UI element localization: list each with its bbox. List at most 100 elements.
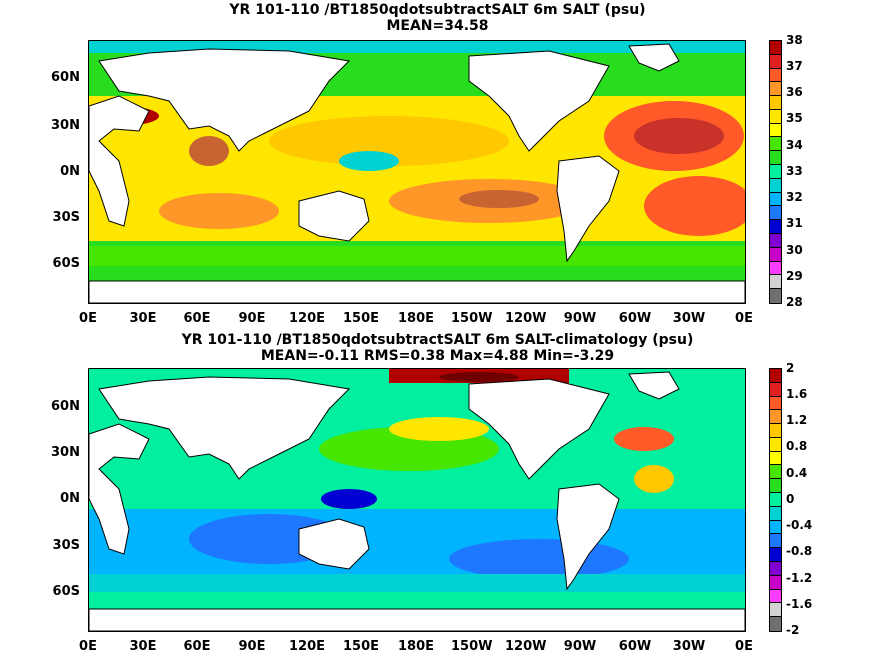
panel1-colorbar: [769, 40, 782, 304]
colorbar-swatch: [770, 123, 781, 138]
panel1-map-svg: [89, 41, 745, 303]
panel2-lon-label: 150E: [342, 639, 380, 654]
panel1-colorbar-label: 28: [786, 295, 803, 309]
panel1-lat-label: 60S: [52, 256, 80, 271]
panel2-lon-label: 60W: [618, 639, 652, 654]
panel1-lon-label: 60E: [183, 311, 211, 326]
colorbar-swatch: [770, 82, 781, 97]
colorbar-swatch: [770, 68, 781, 83]
panel2-spacific-fresh: [449, 539, 629, 579]
colorbar-swatch: [770, 506, 781, 521]
panel1-title: YR 101-110 /BT1850qdotsubtractSALT 6m SA…: [0, 2, 875, 34]
colorbar-swatch: [770, 289, 781, 303]
colorbar-swatch: [770, 41, 781, 55]
panel1-eurasia: [98, 48, 351, 152]
panel1-title-line1: YR 101-110 /BT1850qdotsubtractSALT 6m SA…: [229, 2, 646, 18]
panel2-colorbar-label: 0.8: [786, 439, 808, 453]
panel2-colorbar-label: -1.2: [786, 571, 813, 585]
panel2-lon-label: 0E: [79, 639, 97, 654]
panel2-southern-fresh: [89, 509, 745, 579]
colorbar-swatch: [770, 493, 781, 507]
colorbar-swatch: [770, 192, 781, 207]
panel2-colorbar-label: -0.4: [786, 518, 813, 532]
panel2-title-line1: YR 101-110 /BT1850qdotsubtractSALT 6m SA…: [181, 332, 694, 348]
panel2-lon-label: 120W: [505, 639, 547, 654]
panel1-australia: [298, 190, 370, 242]
colorbar-swatch: [770, 424, 781, 438]
panel1-lon-label: 120W: [505, 311, 547, 326]
panel1-southern-band: [89, 246, 745, 266]
panel1-lon-label: 30E: [129, 311, 157, 326]
panel2-colorbar-label: 0.4: [786, 466, 808, 480]
panel2-north-america: [468, 378, 610, 480]
colorbar-swatch: [770, 233, 781, 248]
colorbar-swatch: [770, 54, 781, 69]
colorbar-swatch: [770, 261, 781, 276]
panel1-colorbar-label: 37: [786, 59, 803, 73]
panel1-lon-label: 120E: [288, 311, 326, 326]
panel2-lon-label: 0E: [735, 639, 753, 654]
panel2-lat-label: 60N: [51, 399, 80, 414]
colorbar-swatch: [770, 575, 781, 590]
panel2-title: YR 101-110 /BT1850qdotsubtractSALT 6m SA…: [0, 332, 875, 364]
colorbar-swatch: [770, 369, 781, 383]
panel2-caribbean-positive: [634, 465, 674, 493]
panel2-salinity-anomaly-map: [88, 368, 746, 632]
panel1-south-america: [556, 155, 620, 263]
panel1-indian-high: [159, 193, 279, 229]
colorbar-swatch: [770, 548, 781, 562]
panel2-arctic-core: [439, 372, 519, 382]
panel1-colorbar-label: 36: [786, 85, 803, 99]
panel2-colorbar-label: -0.8: [786, 544, 813, 558]
colorbar-swatch: [770, 109, 781, 124]
panel1-colorbar-label: 35: [786, 111, 803, 125]
panel2-gulfstream-positive: [614, 427, 674, 451]
panel2-lon-label: 30E: [129, 639, 157, 654]
panel1-north-america: [468, 50, 610, 152]
panel1-lon-label: 90E: [238, 311, 266, 326]
panel2-lat-label: 60S: [52, 584, 80, 599]
colorbar-swatch: [770, 178, 781, 193]
colorbar-swatch: [770, 410, 781, 425]
panel1-lon-label: 150E: [342, 311, 380, 326]
panel2-greenland: [628, 371, 680, 400]
panel2-lat-label: 30N: [51, 445, 80, 460]
panel1-satlantic-high: [644, 176, 745, 236]
colorbar-swatch: [770, 220, 781, 234]
panel2-lat-label: 0N: [60, 491, 80, 506]
panel2-lon-label: 60E: [183, 639, 211, 654]
panel2-australia: [298, 518, 370, 570]
panel1-lat-label: 30S: [52, 210, 80, 225]
panel2-southern-band: [89, 574, 745, 592]
colorbar-swatch: [770, 465, 781, 480]
colorbar-swatch: [770, 437, 781, 452]
panel2-map-svg: [89, 369, 745, 631]
colorbar-swatch: [770, 247, 781, 262]
panel1-lon-label: 30W: [672, 311, 706, 326]
colorbar-swatch: [770, 603, 781, 618]
panel2-indonesia-negative: [321, 489, 377, 509]
panel2-npacific-positive: [389, 417, 489, 441]
panel1-colorbar-label: 30: [786, 243, 803, 257]
panel1-lat-label: 60N: [51, 70, 80, 85]
colorbar-swatch: [770, 451, 781, 466]
panel2-lon-label: 180E: [397, 639, 435, 654]
panel2-colorbar-label: 1.6: [786, 387, 808, 401]
panel1-lat-label: 0N: [60, 164, 80, 179]
panel2-colorbar: [769, 368, 782, 632]
colorbar-swatch: [770, 206, 781, 221]
panel2-colorbar-label: 1.2: [786, 413, 808, 427]
panel1-greenland: [628, 43, 680, 72]
panel2-colorbar-label: -1.6: [786, 597, 813, 611]
panel1-colorbar-label: 34: [786, 138, 803, 152]
colorbar-swatch: [770, 589, 781, 604]
panel1-colorbar-label: 31: [786, 216, 803, 230]
colorbar-swatch: [770, 561, 781, 576]
panel2-africa: [89, 423, 150, 555]
colorbar-swatch: [770, 382, 781, 397]
panel2-eurasia: [98, 376, 351, 480]
panel2-lat-label: 30S: [52, 538, 80, 553]
colorbar-swatch: [770, 275, 781, 290]
colorbar-swatch: [770, 617, 781, 631]
panel1-land: [89, 43, 745, 303]
